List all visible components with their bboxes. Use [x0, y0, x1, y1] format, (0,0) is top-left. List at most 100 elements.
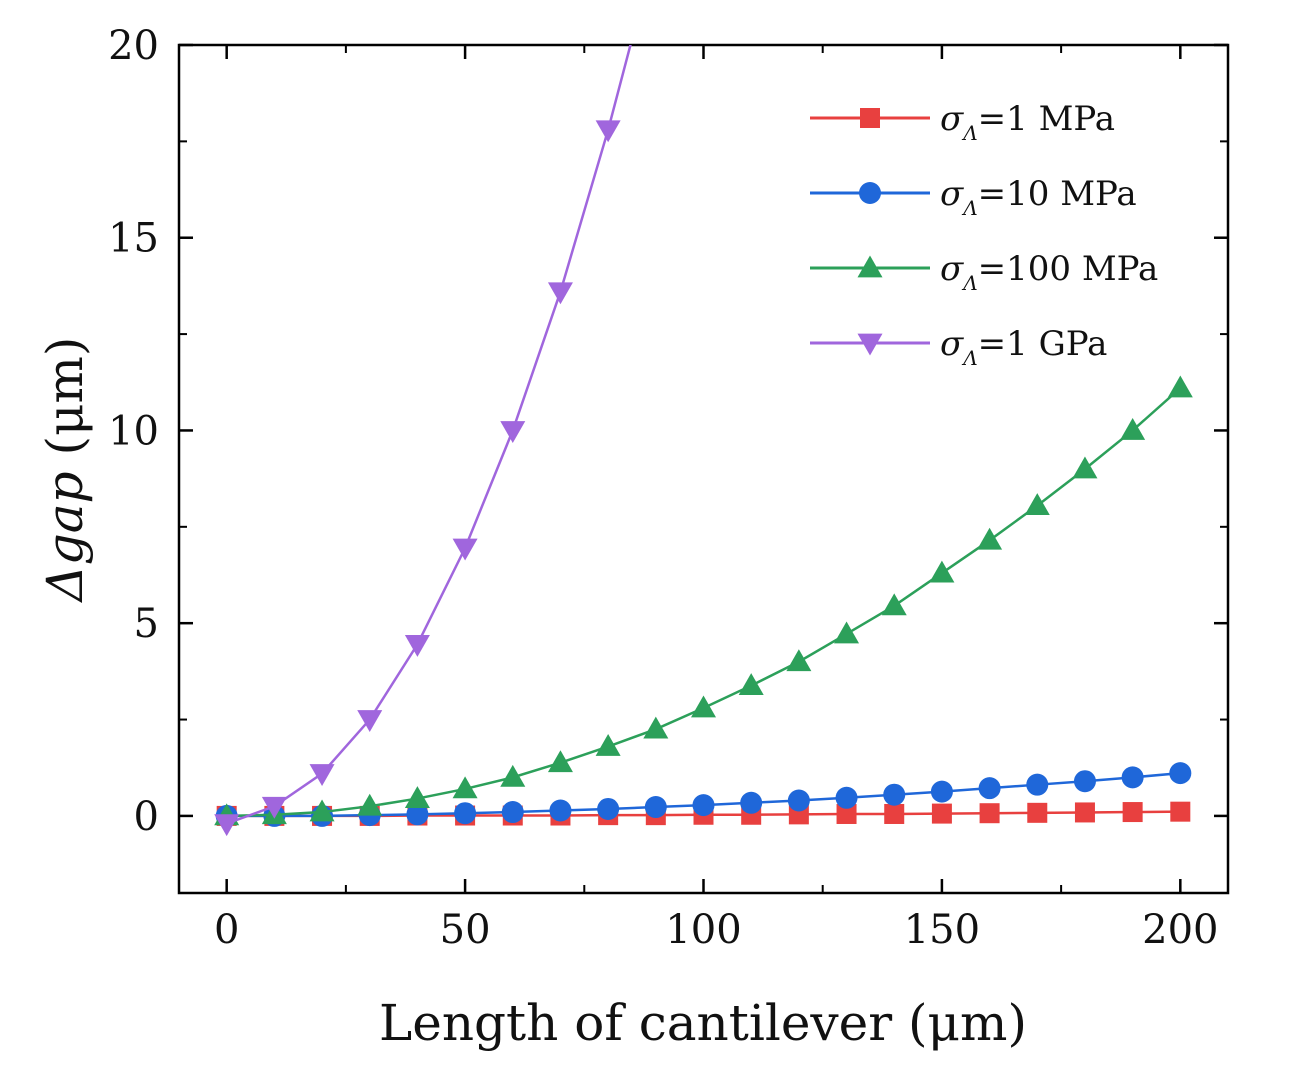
legend-subscript-3: Λ [961, 346, 977, 370]
data-point-2-11 [738, 673, 764, 696]
legend-label-0: σΛ=1 MPa [940, 99, 1115, 145]
legend-marker-0 [860, 108, 880, 128]
y-tick-label-3: 15 [108, 216, 159, 262]
data-point-3-2 [309, 764, 335, 787]
data-point-1-19 [1121, 766, 1144, 789]
data-point-3-1 [261, 796, 287, 819]
data-point-2-7 [547, 750, 573, 773]
data-point-2-3 [357, 793, 383, 816]
data-point-1-4 [406, 803, 429, 826]
legend-item-1: σΛ=10 MPa [810, 174, 1137, 220]
data-point-0-15 [931, 803, 952, 824]
data-point-1-10 [692, 794, 715, 817]
legend-sigma-1: σ [940, 174, 964, 214]
series-line-3 [226, 45, 632, 825]
y-axis-title-suffix: (μm) [36, 337, 94, 472]
x-tick-label-1: 50 [440, 907, 491, 953]
data-point-0-13 [836, 803, 857, 824]
axis-ticks: 0 50 100 150 200 0 5 10 15 20 [108, 23, 1228, 953]
series-2 [214, 375, 1193, 826]
legend-marker-2 [857, 255, 883, 278]
legend-marker-3 [857, 333, 883, 356]
data-point-1-13 [835, 786, 858, 809]
data-point-3-6 [500, 421, 526, 443]
data-point-1-16 [978, 777, 1001, 800]
x-tick-label-0: 0 [214, 907, 239, 953]
data-point-1-6 [501, 801, 524, 824]
x-tick-label-4: 200 [1142, 907, 1218, 953]
data-point-2-8 [595, 734, 621, 756]
data-point-1-9 [644, 796, 667, 819]
data-point-0-17 [1027, 802, 1048, 823]
data-point-1-8 [597, 797, 620, 820]
data-point-1-7 [549, 799, 572, 822]
data-point-0-20 [1170, 801, 1191, 822]
data-point-3-4 [404, 635, 430, 657]
legend-subscript-1: Λ [961, 196, 977, 220]
data-point-1-15 [930, 780, 953, 803]
data-point-0-16 [979, 803, 1000, 824]
legend-value-1: =10 MPa [978, 174, 1137, 214]
data-point-2-5 [452, 776, 478, 799]
data-point-1-12 [787, 789, 810, 812]
legend-item-2: σΛ=100 MPa [810, 249, 1158, 295]
legend-value-0: =1 MPa [978, 99, 1115, 139]
y-axis-title-var: gap [36, 471, 94, 565]
data-point-3-7 [547, 282, 573, 305]
y-tick-label-1: 5 [134, 601, 159, 647]
legend-subscript-0: Λ [961, 121, 977, 145]
data-point-2-18 [1072, 456, 1098, 479]
data-point-2-16 [977, 527, 1003, 550]
data-point-0-18 [1074, 802, 1095, 823]
data-point-2-2 [309, 799, 335, 822]
legend-value-3: =1 GPa [978, 324, 1108, 364]
data-point-3-3 [357, 710, 383, 733]
data-point-2-6 [500, 764, 526, 787]
x-axis-title: Length of cantilever (μm) [379, 994, 1027, 1052]
plot-frame [177, 43, 1230, 895]
data-point-2-15 [929, 560, 955, 583]
series-layer [214, 45, 1193, 837]
x-tick-label-2: 100 [665, 907, 741, 953]
data-point-2-9 [643, 716, 669, 739]
x-tick-label-3: 150 [904, 907, 980, 953]
data-point-1-20 [1169, 762, 1192, 785]
data-point-2-17 [1024, 493, 1050, 515]
series-3 [214, 45, 632, 837]
legend-subscript-2: Λ [961, 271, 977, 295]
legend-label-2: σΛ=100 MPa [940, 249, 1158, 295]
data-point-1-18 [1073, 770, 1096, 793]
legend-sigma-3: σ [940, 324, 964, 364]
legend-item-3: σΛ=1 GPa [810, 324, 1107, 370]
series-line-2 [226, 387, 1182, 818]
y-tick-label-2: 10 [108, 408, 159, 454]
data-point-0-14 [884, 803, 905, 824]
legend-marker-1 [859, 182, 881, 204]
data-point-2-13 [834, 621, 860, 644]
y-tick-label-0: 0 [134, 794, 159, 840]
y-axis-title-prefix: Δ [36, 565, 94, 603]
data-point-1-11 [740, 791, 763, 814]
data-point-3-8 [595, 120, 621, 143]
legend-label-1: σΛ=10 MPa [940, 174, 1137, 220]
data-point-1-17 [1026, 773, 1049, 796]
data-point-2-14 [881, 593, 907, 616]
data-point-3-5 [452, 538, 478, 561]
data-point-2-12 [786, 649, 812, 672]
y-axis-title: Δgap (μm) [36, 337, 94, 604]
legend-item-0: σΛ=1 MPa [810, 99, 1115, 145]
data-point-1-14 [883, 783, 906, 806]
legend-label-3: σΛ=1 GPa [940, 324, 1107, 370]
data-point-3-0 [214, 814, 240, 837]
data-point-2-4 [404, 786, 430, 808]
data-point-2-10 [691, 695, 716, 718]
data-point-1-5 [454, 802, 477, 825]
legend-value-2: =100 MPa [978, 249, 1159, 289]
data-point-2-20 [1167, 375, 1193, 398]
data-point-2-19 [1120, 417, 1146, 440]
y-tick-label-4: 20 [108, 23, 159, 69]
legend-sigma-0: σ [940, 99, 964, 139]
legend-sigma-2: σ [940, 249, 964, 289]
